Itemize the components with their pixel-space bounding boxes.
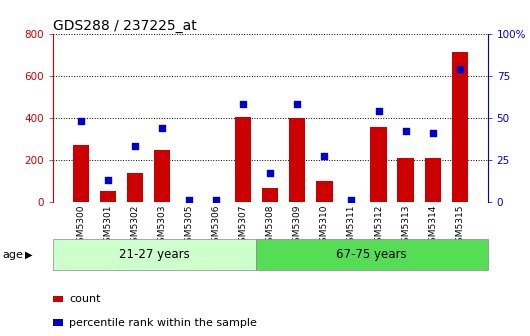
Bar [370, 127, 387, 202]
Bar [262, 188, 278, 202]
Point [239, 101, 248, 107]
Point [401, 128, 410, 134]
Bar [73, 145, 89, 202]
Bar [154, 150, 170, 202]
Point [320, 154, 329, 159]
Text: age: age [3, 250, 23, 259]
Bar [235, 117, 251, 202]
Point [104, 177, 112, 182]
Point [347, 197, 356, 203]
Point [455, 66, 464, 72]
Text: 67-75 years: 67-75 years [337, 248, 407, 261]
Point [293, 101, 302, 107]
Point [158, 125, 166, 130]
Bar [452, 52, 468, 202]
Text: percentile rank within the sample: percentile rank within the sample [69, 318, 257, 328]
Point [266, 170, 275, 176]
Point [185, 197, 193, 203]
Bar [398, 158, 414, 202]
Point [77, 118, 85, 124]
Point [428, 130, 437, 135]
Point [131, 143, 139, 149]
Point [212, 197, 220, 203]
Bar [425, 158, 441, 202]
Bar [100, 191, 116, 202]
Bar [289, 118, 305, 202]
Text: count: count [69, 294, 100, 304]
Text: ▶: ▶ [25, 250, 33, 259]
Bar [316, 181, 332, 202]
Bar [127, 173, 143, 202]
Point [374, 108, 383, 114]
Text: GDS288 / 237225_at: GDS288 / 237225_at [53, 18, 197, 33]
Text: 21-27 years: 21-27 years [119, 248, 190, 261]
